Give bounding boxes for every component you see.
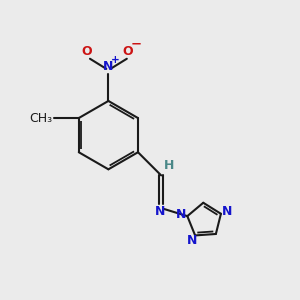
Text: −: − — [131, 38, 142, 50]
Text: +: + — [111, 55, 119, 65]
Text: O: O — [123, 45, 133, 58]
Text: CH₃: CH₃ — [29, 112, 52, 124]
Text: N: N — [176, 208, 186, 221]
Text: H: H — [164, 159, 175, 172]
Text: N: N — [222, 205, 232, 218]
Text: N: N — [155, 206, 166, 218]
Text: N: N — [187, 235, 197, 248]
Text: N: N — [103, 60, 114, 73]
Text: O: O — [81, 45, 92, 58]
